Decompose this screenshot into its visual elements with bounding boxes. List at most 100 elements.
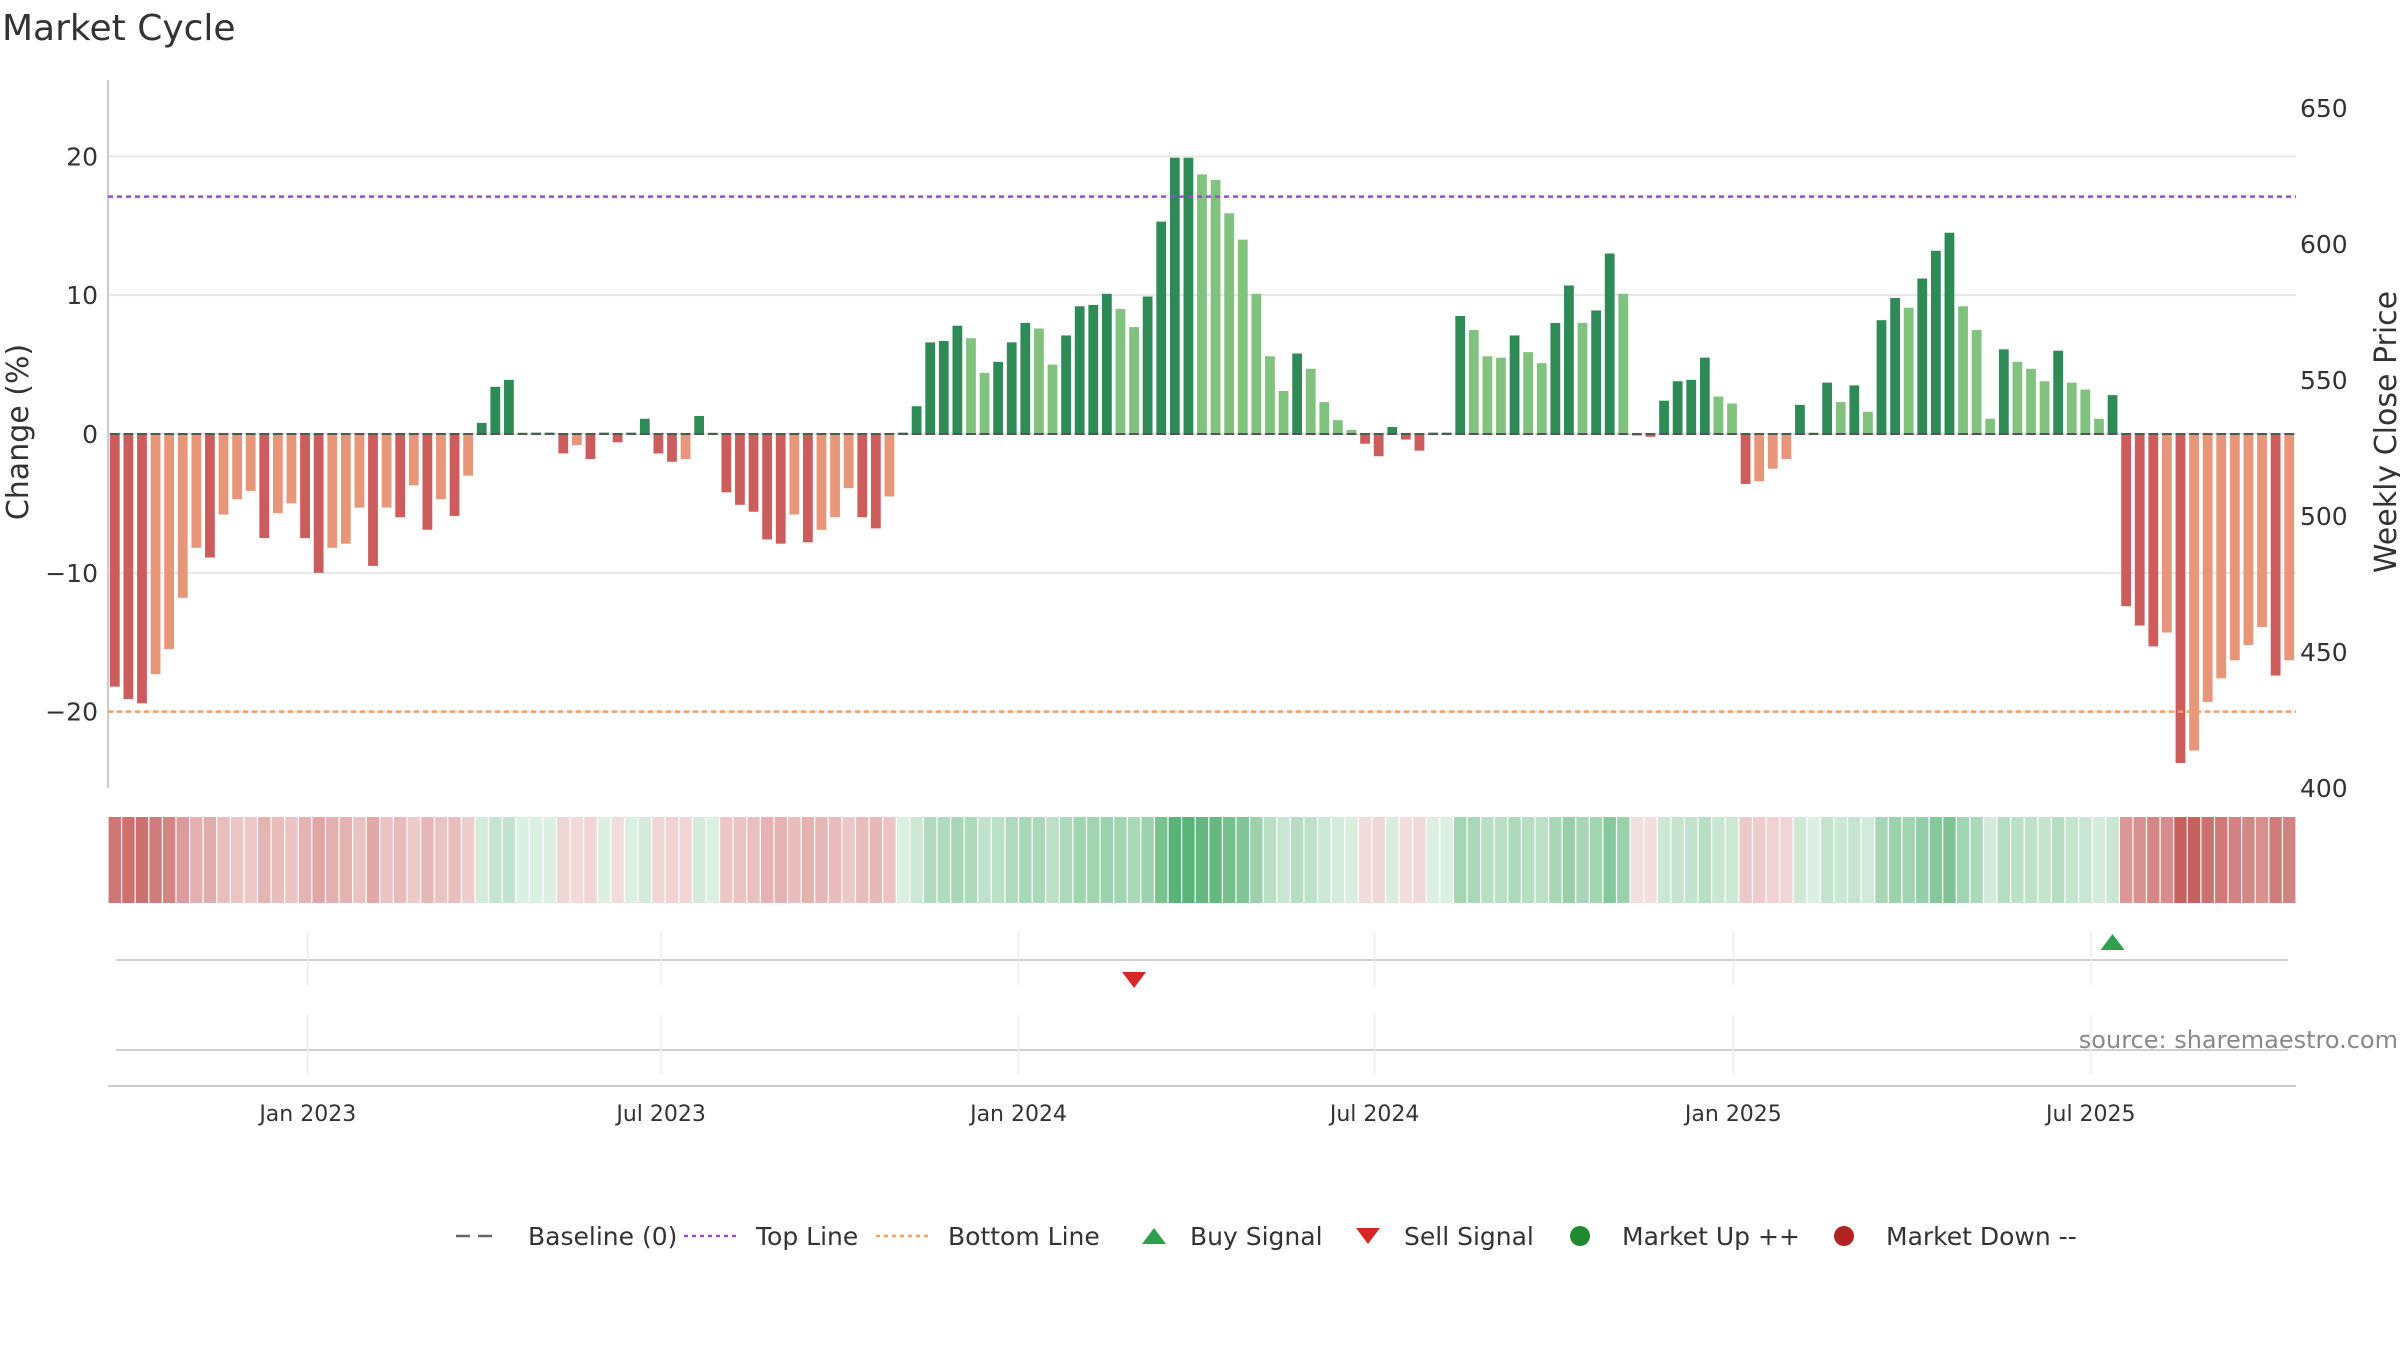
heat-cell [1440, 817, 1453, 903]
heat-cell [557, 817, 570, 903]
heat-cell [149, 817, 162, 903]
heat-cell [1277, 817, 1290, 903]
heat-cell [1793, 817, 1807, 903]
bar [938, 340, 949, 434]
bar [925, 342, 936, 434]
bar [857, 434, 868, 518]
heat-cell [1603, 817, 1616, 903]
bar [639, 418, 650, 434]
heat-cell [842, 817, 855, 903]
heat-cell [937, 817, 950, 903]
heat-cell [747, 817, 760, 903]
heat-cell [162, 817, 176, 903]
heat-cell [176, 817, 189, 903]
bar [381, 434, 392, 508]
y2-tick-label: 400 [2300, 774, 2348, 803]
heat-cell [1005, 817, 1018, 903]
heat-cell [1318, 817, 1331, 903]
heat-cell [733, 817, 747, 903]
bar [2094, 418, 2104, 434]
heat-cell [502, 817, 516, 903]
legend-label: Market Down -- [1886, 1222, 2077, 1251]
bar [558, 434, 569, 454]
bar [694, 415, 705, 434]
heat-cell [991, 817, 1005, 903]
heat-cell [1209, 817, 1222, 903]
heat-cell [828, 817, 842, 903]
heat-cell [2187, 817, 2201, 903]
heat-cell [1848, 817, 1861, 903]
heat-cell [1046, 817, 1059, 903]
sell-signal-marker [1122, 972, 1147, 988]
bar [1346, 429, 1357, 434]
heat-cell [543, 817, 556, 903]
heat-cell [1929, 817, 1943, 903]
bar [1618, 293, 1629, 434]
y-tick-label: 20 [66, 142, 98, 171]
bar [2039, 381, 2050, 434]
bar [1129, 327, 1139, 434]
heat-cell [353, 817, 366, 903]
bar [368, 434, 378, 566]
heat-cell [380, 817, 393, 903]
heat-cell [190, 817, 203, 903]
bar [1333, 420, 1343, 434]
bar [1536, 363, 1547, 434]
date-tick-label: Jul 2023 [614, 1102, 706, 1127]
heat-cell [1970, 817, 1983, 903]
heat-cell [1617, 817, 1630, 903]
chart-title: Market Cycle [2, 8, 236, 49]
heat-cell [1467, 817, 1480, 903]
bar [748, 434, 759, 512]
bar [816, 434, 827, 530]
bar [1645, 434, 1656, 437]
bar [1496, 357, 1506, 434]
heat-cell [2024, 817, 2038, 903]
bar [504, 379, 514, 434]
bar [612, 434, 623, 443]
date-tick-label: Jan 2023 [257, 1102, 356, 1127]
heat-cell [1073, 817, 1086, 903]
bar [870, 434, 881, 529]
heat-cell [2065, 817, 2078, 903]
heat-cell [1426, 817, 1440, 903]
bar [1523, 352, 1534, 434]
bar [1686, 379, 1697, 434]
axes: −20 −10 0 10 20 400 450 500 550 600 650 [45, 80, 2348, 803]
bar [1971, 329, 1982, 434]
bar [300, 434, 310, 539]
date-tick-label: Jan 2025 [1683, 1102, 1782, 1127]
legend-item: Top Line [684, 1222, 858, 1251]
heat-cell [625, 817, 638, 903]
bar [2012, 361, 2023, 434]
bar [1169, 157, 1180, 434]
triangle-up-icon [1142, 1228, 1166, 1244]
heat-cell [366, 817, 380, 903]
source-note: source: sharemaestro.com [2079, 1026, 2398, 1054]
heat-cell [2038, 817, 2051, 903]
bar [1156, 221, 1167, 434]
heat-cell [1589, 817, 1603, 903]
bar [952, 325, 963, 434]
circle-icon [1570, 1226, 1590, 1246]
heat-cell [258, 817, 271, 903]
heat-cell [1685, 817, 1698, 903]
bar [2270, 434, 2281, 676]
bar [884, 434, 895, 497]
bar [1958, 306, 1968, 434]
bar [653, 434, 664, 454]
bar [218, 434, 229, 515]
bar [272, 434, 283, 514]
bar [1020, 322, 1031, 434]
bar [1210, 179, 1221, 434]
legend-item: Market Up ++ [1570, 1222, 1800, 1251]
heat-cell [1222, 817, 1236, 903]
heat-cell [529, 817, 543, 903]
bar [1604, 253, 1615, 434]
bar [667, 434, 677, 462]
heat-cell [2106, 817, 2119, 903]
bar [1591, 310, 1602, 434]
bar [1577, 322, 1588, 434]
bar [1795, 404, 1805, 434]
bar [395, 434, 406, 518]
